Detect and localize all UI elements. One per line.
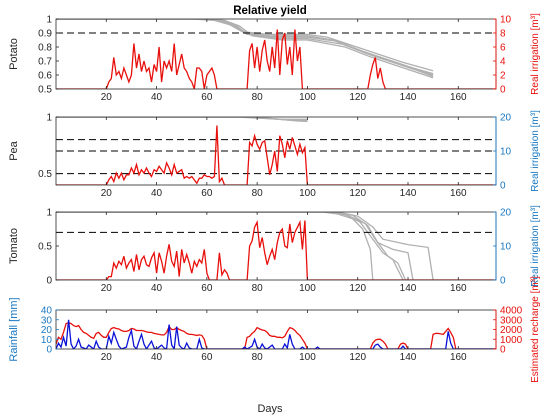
potato-x-tick-label: 160 bbox=[450, 92, 467, 103]
recharge-x-tick-label: 160 bbox=[450, 352, 467, 363]
potato-y-tick-label: 1 bbox=[46, 15, 52, 26]
tomato-x-tick-label: 100 bbox=[299, 283, 316, 294]
pea-y-tick-label: 0.5 bbox=[38, 169, 52, 180]
tomato-x-tick-label: 60 bbox=[201, 283, 213, 294]
potato-x-tick-label: 80 bbox=[252, 92, 264, 103]
potato-x-tick-label: 120 bbox=[349, 92, 366, 103]
tomato-x-tick-label: 40 bbox=[151, 283, 163, 294]
potato-y2-tick-label: 10 bbox=[500, 15, 512, 26]
pea-y2-label: Real irrigation [m³] bbox=[530, 110, 541, 192]
pea-y-label: Pea bbox=[8, 140, 20, 160]
pea-x-tick-label: 140 bbox=[400, 188, 417, 199]
potato-y2-tick-label: 2 bbox=[500, 71, 506, 82]
recharge-line bbox=[56, 322, 496, 349]
recharge-y2-tick-label: 4000 bbox=[500, 306, 523, 317]
potato-y-tick-label: 0.7 bbox=[38, 57, 52, 68]
potato-y-tick-label: 0.9 bbox=[38, 29, 52, 40]
pea-irrigation-line bbox=[56, 125, 496, 185]
potato-x-tick-label: 40 bbox=[151, 92, 163, 103]
tomato-yield-line-4 bbox=[56, 212, 434, 280]
tomato-x-tick-label: 80 bbox=[252, 283, 264, 294]
recharge-y2-label: Estimated recharge [m³] bbox=[530, 276, 541, 383]
recharge-axes-box bbox=[55, 309, 497, 350]
potato-x-tick-label: 100 bbox=[299, 92, 316, 103]
figure-title: Relative yield bbox=[233, 5, 307, 17]
recharge-x-tick-label: 60 bbox=[201, 352, 213, 363]
pea-plot-area bbox=[56, 117, 496, 185]
recharge-y2-tick-label: 1000 bbox=[500, 335, 523, 346]
potato-plot-area bbox=[56, 19, 496, 89]
recharge-y-tick-label: 20 bbox=[41, 325, 53, 336]
recharge-y2-tick-label: 2000 bbox=[500, 325, 523, 336]
panels: 20 40 60 80 100 120 140 1600.50.60.70.80.910246… bbox=[8, 13, 541, 383]
potato-x-tick-label: 20 bbox=[101, 92, 113, 103]
recharge-y-tick-label: 0 bbox=[46, 345, 52, 356]
potato-y-tick-label: 0.8 bbox=[38, 43, 52, 54]
recharge-panel: 20 40 60 80 100 120 140 16001020304001000200030… bbox=[8, 276, 541, 383]
tomato-y-tick-label: 1 bbox=[46, 208, 52, 219]
potato-y2-tick-label: 6 bbox=[500, 43, 506, 54]
pea-x-tick-label: 100 bbox=[299, 188, 316, 199]
pea-yield-line-4 bbox=[56, 117, 308, 123]
recharge-x-tick-label: 20 bbox=[101, 352, 113, 363]
pea-x-tick-label: 40 bbox=[151, 188, 163, 199]
potato-irrigation-line bbox=[56, 29, 496, 89]
recharge-y-tick-label: 40 bbox=[41, 306, 53, 317]
tomato-y2-tick-label: 0 bbox=[500, 276, 506, 287]
tomato-x-tick-label: 120 bbox=[349, 283, 366, 294]
pea-x-tick-label: 20 bbox=[101, 188, 113, 199]
recharge-x-tick-label: 80 bbox=[252, 352, 264, 363]
recharge-x-tick-label: 40 bbox=[151, 352, 163, 363]
potato-x-tick-label: 140 bbox=[400, 92, 417, 103]
potato-y-tick-label: 0.5 bbox=[38, 85, 52, 96]
recharge-x-tick-label: 140 bbox=[400, 352, 417, 363]
tomato-yield-line-2 bbox=[56, 212, 404, 280]
pea-x-tick-label: 160 bbox=[450, 188, 467, 199]
recharge-y-tick-label: 30 bbox=[41, 315, 53, 326]
tomato-y-tick-label: 0 bbox=[46, 276, 52, 287]
pea-x-tick-label: 120 bbox=[349, 188, 366, 199]
pea-y2-tick-label: 20 bbox=[500, 113, 512, 124]
tomato-yield-line-1 bbox=[56, 212, 374, 280]
potato-y2-tick-label: 4 bbox=[500, 57, 506, 68]
recharge-y-label: Rainfall [mm] bbox=[8, 297, 20, 361]
recharge-x-tick-label: 120 bbox=[349, 352, 366, 363]
pea-y2-tick-label: 10 bbox=[500, 147, 512, 158]
potato-panel: 20 40 60 80 100 120 140 1600.50.60.70.80.910246… bbox=[8, 13, 541, 103]
tomato-y2-tick-label: 20 bbox=[500, 208, 512, 219]
recharge-x-tick-label: 100 bbox=[299, 352, 316, 363]
rainfall-line bbox=[56, 319, 496, 349]
tomato-irrigation-line bbox=[56, 219, 496, 280]
tomato-x-tick-label: 20 bbox=[101, 283, 113, 294]
tomato-x-tick-label: 160 bbox=[450, 283, 467, 294]
tomato-y-tick-label: 0.5 bbox=[38, 242, 52, 253]
tomato-y-label: Tomato bbox=[8, 228, 20, 264]
pea-x-tick-label: 60 bbox=[201, 188, 213, 199]
potato-y-tick-label: 0.6 bbox=[38, 71, 52, 82]
potato-y-label: Potato bbox=[8, 38, 20, 70]
recharge-y2-tick-label: 0 bbox=[500, 345, 506, 356]
potato-x-tick-label: 60 bbox=[201, 92, 213, 103]
tomato-x-tick-label: 140 bbox=[400, 283, 417, 294]
tomato-y2-label: Real irrigation [m³] bbox=[530, 205, 541, 287]
potato-y2-tick-label: 8 bbox=[500, 29, 506, 40]
tomato-plot-area bbox=[56, 212, 496, 280]
pea-x-tick-label: 80 bbox=[252, 188, 264, 199]
recharge-y-tick-label: 10 bbox=[41, 335, 53, 346]
potato-y2-tick-label: 0 bbox=[500, 85, 506, 96]
pea-y-tick-label: 1 bbox=[46, 113, 52, 124]
tomato-axes-box bbox=[55, 211, 497, 281]
x-axis-label: Days bbox=[257, 403, 283, 415]
tomato-y2-tick-label: 10 bbox=[500, 242, 512, 253]
potato-y2-label: Real irrigation [m³] bbox=[530, 13, 541, 95]
recharge-y2-tick-label: 3000 bbox=[500, 315, 523, 326]
recharge-plot-area bbox=[56, 319, 496, 349]
pea-y2-tick-label: 0 bbox=[500, 181, 506, 192]
tomato-yield-line-5 bbox=[56, 212, 407, 280]
